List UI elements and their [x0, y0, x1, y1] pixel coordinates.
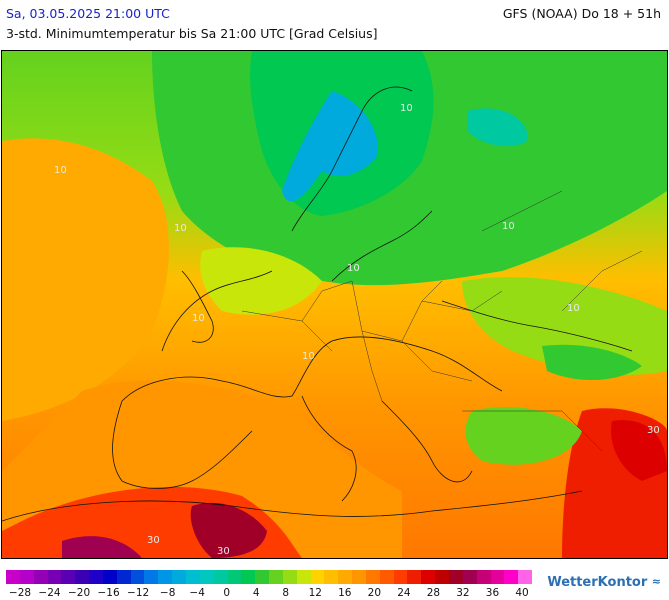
isoline-labels: 10 10 10 10 10 10 10 10 30 30 30 — [54, 103, 660, 557]
color-scale-tick-label: 4 — [252, 587, 260, 599]
isoline-label: 10 — [502, 221, 515, 232]
color-scale-swatch — [199, 570, 214, 584]
middle-east-hotspot — [611, 420, 667, 481]
color-scale-tick-label: 36 — [485, 587, 500, 599]
color-scale-labels: −28 −24 −20 −16 −12 −8 −4 0 4 8 12 16 20 24 28 32 36 40 — [6, 587, 532, 600]
color-scale-tick-label: 0 — [223, 587, 231, 599]
color-scale-swatch — [144, 570, 159, 584]
color-scale-swatch — [462, 570, 477, 584]
color-scale-tick-label: 24 — [397, 587, 411, 599]
isoline-label: 30 — [647, 425, 660, 436]
color-scale-tick-label: 20 — [367, 587, 382, 599]
color-scale-swatch — [227, 570, 242, 584]
wind-icon: ≈ — [651, 575, 661, 588]
color-scale-swatch — [352, 570, 366, 584]
scandinavian-mountains-cold — [282, 91, 378, 202]
color-scale-swatch — [338, 570, 353, 584]
isoline-label: 10 — [302, 351, 315, 362]
isoline-label: 30 — [147, 535, 160, 546]
isoline-label: 10 — [347, 263, 360, 274]
isoline-label: 10 — [567, 303, 580, 314]
finland-cool-patch — [467, 108, 528, 147]
color-scale-swatch — [241, 570, 256, 584]
color-scale-swatch — [518, 570, 533, 584]
color-scale-swatch — [365, 570, 380, 584]
color-scale-swatch — [75, 570, 90, 584]
color-scale-swatch — [269, 570, 283, 584]
color-scale-tick-label: −4 — [189, 587, 205, 599]
color-scale-swatch — [324, 570, 339, 584]
sahara-hotspot — [190, 502, 267, 558]
color-scale-swatch — [116, 570, 131, 584]
color-scale-swatch — [393, 570, 408, 584]
black-sea-north-region — [542, 344, 642, 381]
color-scale-tick-label: −28 — [8, 587, 32, 599]
color-scale-swatch — [158, 570, 173, 584]
color-scale-swatch — [89, 570, 103, 584]
color-scale-tick-label: −20 — [67, 587, 91, 599]
color-scale-swatch — [19, 570, 34, 584]
color-scale-swatch — [407, 570, 422, 584]
color-scale-swatch — [102, 570, 117, 584]
color-scale-tick-label: −12 — [127, 587, 150, 599]
map-subtitle: 3-std. Minimumtemperatur bis Sa 21:00 UT… — [6, 26, 378, 41]
color-scale-swatch — [282, 570, 297, 584]
color-scale-swatch — [435, 570, 449, 584]
color-scale-tick-label: 28 — [426, 587, 441, 599]
model-run-label: GFS (NOAA) Do 18 + 51h — [502, 6, 661, 21]
color-scale-swatch — [310, 570, 325, 584]
color-scale-swatch — [421, 570, 436, 584]
isoline-label: 10 — [174, 223, 187, 234]
brand-logo: WetterKontor ≈ — [547, 575, 661, 590]
isoline-label: 10 — [54, 165, 67, 176]
temperature-map: 10 10 10 10 10 10 10 10 30 30 30 — [1, 50, 668, 559]
color-scale-swatch — [61, 570, 76, 584]
color-scale-swatch — [185, 570, 200, 584]
color-scale-swatch — [255, 570, 270, 584]
color-scale-tick-label: 16 — [338, 587, 352, 599]
color-scale-tick-label: −8 — [159, 587, 176, 599]
eastern-europe-region — [462, 277, 667, 375]
central-europe-region — [200, 247, 322, 315]
color-scale-swatch — [504, 570, 519, 584]
isoline-label: 10 — [192, 313, 205, 324]
color-scale-swatch — [296, 570, 311, 584]
color-scale-swatch — [449, 570, 463, 584]
color-scale-tick-label: 32 — [456, 587, 470, 599]
isoline-label: 10 — [400, 103, 413, 114]
north-africa-hotspot — [62, 536, 142, 558]
color-scale-swatch — [213, 570, 228, 584]
color-scale-swatch — [172, 570, 186, 584]
coastlines — [2, 86, 633, 522]
color-scale-tick-label: 12 — [308, 587, 322, 599]
color-scale-tick-label: −16 — [97, 587, 120, 599]
color-scale — [6, 570, 533, 584]
color-scale-swatch — [476, 570, 491, 584]
anatolia-region — [465, 407, 582, 465]
color-scale-swatch — [6, 570, 20, 584]
color-scale-swatch — [379, 570, 394, 584]
color-scale-swatch — [130, 570, 145, 584]
forecast-date: Sa, 03.05.2025 21:00 UTC — [6, 6, 170, 21]
color-scale-swatch — [33, 570, 48, 584]
color-scale-swatch — [490, 570, 505, 584]
color-scale-tick-label: 40 — [515, 587, 529, 599]
color-scale-tick-label: 8 — [282, 587, 290, 599]
country-borders — [241, 190, 643, 452]
color-scale-tick-label: −24 — [38, 587, 61, 599]
color-scale-swatch — [47, 570, 62, 584]
map-canvas: 10 10 10 10 10 10 10 10 30 30 30 — [2, 51, 667, 558]
isoline-label: 30 — [217, 546, 230, 557]
atlantic-region — [2, 138, 169, 421]
brand-name: WetterKontor — [547, 575, 648, 590]
